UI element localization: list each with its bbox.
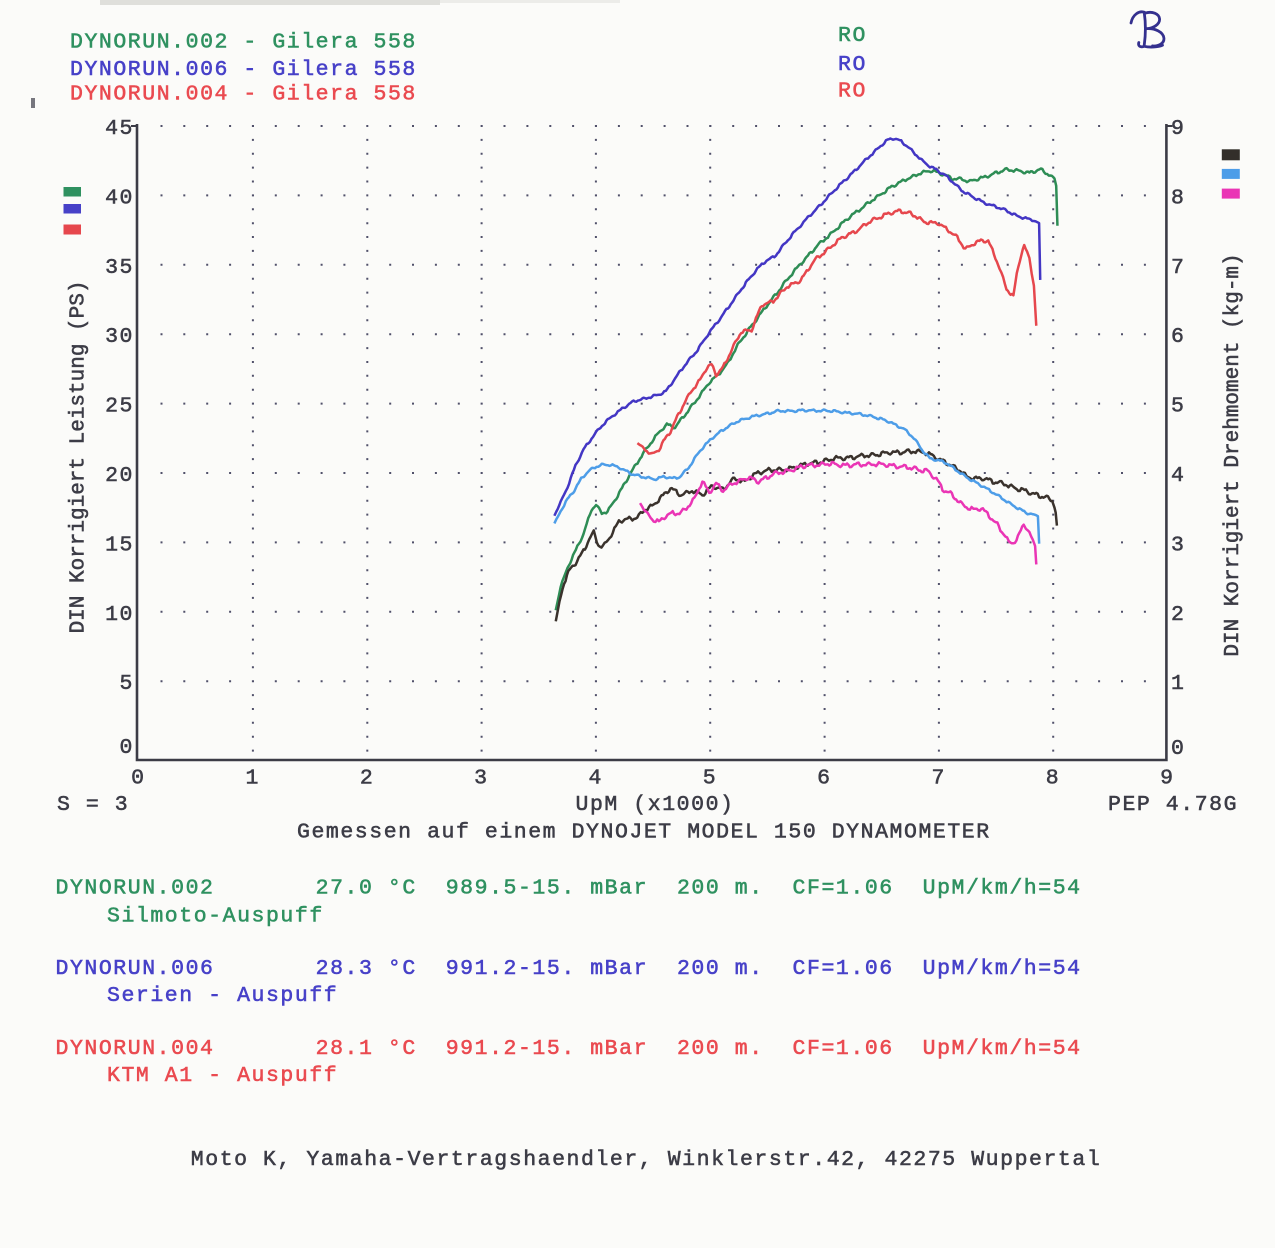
svg-text:PEP 4.78G: PEP 4.78G — [1108, 793, 1238, 817]
svg-text:7: 7 — [931, 767, 945, 791]
svg-text:8: 8 — [1046, 767, 1060, 791]
svg-text:DYNORUN.006 28.3 °C 991: DYNORUN.006 28.3 °C 991.2-15. mBar 200 m… — [56, 957, 1082, 981]
svg-text:30: 30 — [105, 325, 134, 349]
svg-text:3: 3 — [1171, 533, 1185, 557]
svg-text:10: 10 — [105, 603, 134, 627]
svg-text:UpM (x1000): UpM (x1000) — [576, 793, 735, 817]
svg-text:DYNORUN.004 28.1 °C 991: DYNORUN.004 28.1 °C 991.2-15. mBar 200 m… — [56, 1037, 1082, 1061]
svg-text:RO: RO — [838, 53, 867, 77]
svg-text:3: 3 — [474, 767, 488, 791]
svg-text:DYNORUN.002 - Gilera 558: DYNORUN.002 - Gilera 558 — [70, 31, 417, 55]
svg-text:Serien - Auspuff: Serien - Auspuff — [107, 984, 338, 1008]
svg-text:2: 2 — [360, 767, 374, 791]
svg-text:Silmoto-Auspuff: Silmoto-Auspuff — [107, 905, 324, 929]
svg-text:KTM A1 - Auspuff: KTM A1 - Auspuff — [107, 1064, 338, 1088]
svg-text:15: 15 — [105, 533, 134, 557]
svg-text:7: 7 — [1171, 256, 1185, 280]
svg-text:0: 0 — [120, 736, 134, 760]
svg-text:Moto K, Yamaha-Vertragshaendle: Moto K, Yamaha-Vertragshaendler, Winkler… — [191, 1148, 1101, 1172]
svg-text:9: 9 — [1160, 767, 1174, 791]
svg-text:DIN Korrigiert Drehmoment (kg-: DIN Korrigiert Drehmoment (kg-m) — [1222, 253, 1245, 656]
svg-text:DYNORUN.006 - Gilera 558: DYNORUN.006 - Gilera 558 — [70, 58, 417, 82]
svg-text:5: 5 — [703, 767, 717, 791]
svg-text:20: 20 — [105, 464, 134, 488]
svg-text:DYNORUN.002 27.0 °C 989: DYNORUN.002 27.0 °C 989.5-15. mBar 200 m… — [56, 877, 1082, 901]
svg-text:Gemessen auf einem DYNOJET MOD: Gemessen auf einem DYNOJET MODEL 150 DYN… — [297, 821, 991, 845]
svg-text:5: 5 — [1171, 395, 1185, 419]
svg-text:5: 5 — [120, 672, 134, 696]
svg-text:RO: RO — [838, 80, 867, 104]
svg-text:S = 3: S = 3 — [57, 793, 129, 817]
svg-text:0: 0 — [1171, 737, 1185, 761]
svg-text:35: 35 — [105, 256, 134, 280]
svg-text:6: 6 — [817, 767, 831, 791]
svg-text:45: 45 — [105, 117, 134, 141]
svg-text:8: 8 — [1171, 186, 1185, 210]
svg-text:40: 40 — [105, 186, 134, 210]
svg-text:25: 25 — [105, 395, 134, 419]
svg-text:4: 4 — [588, 767, 602, 791]
svg-text:2: 2 — [1171, 603, 1185, 627]
svg-text:1: 1 — [1171, 672, 1185, 696]
svg-text:9: 9 — [1171, 117, 1185, 141]
svg-text:DIN Korrigiert Leistung (PS): DIN Korrigiert Leistung (PS) — [68, 281, 91, 634]
svg-text:RO: RO — [838, 24, 867, 48]
svg-text:DYNORUN.004 - Gilera 558: DYNORUN.004 - Gilera 558 — [70, 83, 417, 107]
svg-text:4: 4 — [1171, 464, 1185, 488]
svg-text:0: 0 — [131, 767, 145, 791]
svg-text:1: 1 — [245, 767, 259, 791]
svg-text:6: 6 — [1171, 325, 1185, 349]
